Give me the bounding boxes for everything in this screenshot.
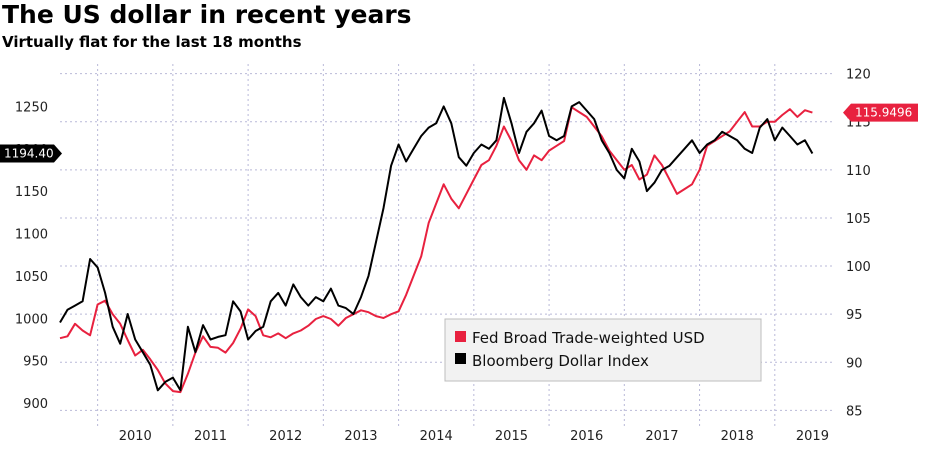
x-tick-label: 2010 (119, 429, 152, 444)
legend-label-fed: Fed Broad Trade-weighted USD (472, 329, 705, 347)
x-tick-label: 2016 (570, 429, 603, 444)
legend-swatch-bbdxy (455, 353, 466, 364)
right-tick-label: 90 (846, 356, 863, 371)
x-tick-label: 2018 (721, 429, 754, 444)
left-tick-label: 1050 (15, 270, 48, 285)
right-tick-label: 120 (846, 68, 871, 83)
x-tick-label: 2014 (420, 429, 453, 444)
left-tick-label: 1100 (15, 228, 48, 243)
last-value-label-right: 115.9496 (855, 106, 912, 120)
last-value-tag-right (843, 103, 918, 122)
legend-label-bbdxy: Bloomberg Dollar Index (472, 352, 649, 370)
chart-title: The US dollar in recent years (2, 0, 412, 29)
x-tick-label: 2017 (645, 429, 678, 444)
x-tick-label: 2013 (344, 429, 377, 444)
left-tick-label: 1000 (15, 312, 48, 327)
series-lines (59, 96, 814, 394)
left-tick-label: 1150 (15, 185, 48, 200)
series-line-1 (59, 96, 814, 392)
last-value-tag-left (0, 144, 62, 163)
chart-subtitle: Virtually flat for the last 18 months (2, 33, 302, 51)
series-line-0 (59, 106, 813, 394)
right-tick-label: 105 (846, 212, 871, 227)
legend-box (444, 318, 762, 382)
right-tick-label: 110 (846, 164, 871, 179)
last-value-label-left: 1194.40 (4, 147, 54, 161)
left-tick-label: 950 (23, 355, 48, 370)
right-tick-label: 100 (846, 260, 871, 275)
left-tick-label: 900 (23, 397, 48, 412)
x-tick-label: 2011 (194, 429, 227, 444)
x-axis-ticks: 2010 2011 2012 2013 2014 2015 2016 2017 2018 2019 (119, 429, 829, 444)
x-tick-label: 2019 (796, 429, 829, 444)
last-value-tags: 115.9496 1194.40 (0, 103, 918, 163)
right-tick-label: 95 (846, 308, 863, 323)
right-tick-label: 85 (846, 404, 863, 419)
x-tick-label: 2015 (495, 429, 528, 444)
legend-swatch-fed (455, 331, 466, 342)
x-tick-label: 2012 (269, 429, 302, 444)
legend: Fed Broad Trade-weighted USD Bloomberg D… (444, 318, 762, 382)
left-tick-label: 1250 (15, 100, 48, 115)
